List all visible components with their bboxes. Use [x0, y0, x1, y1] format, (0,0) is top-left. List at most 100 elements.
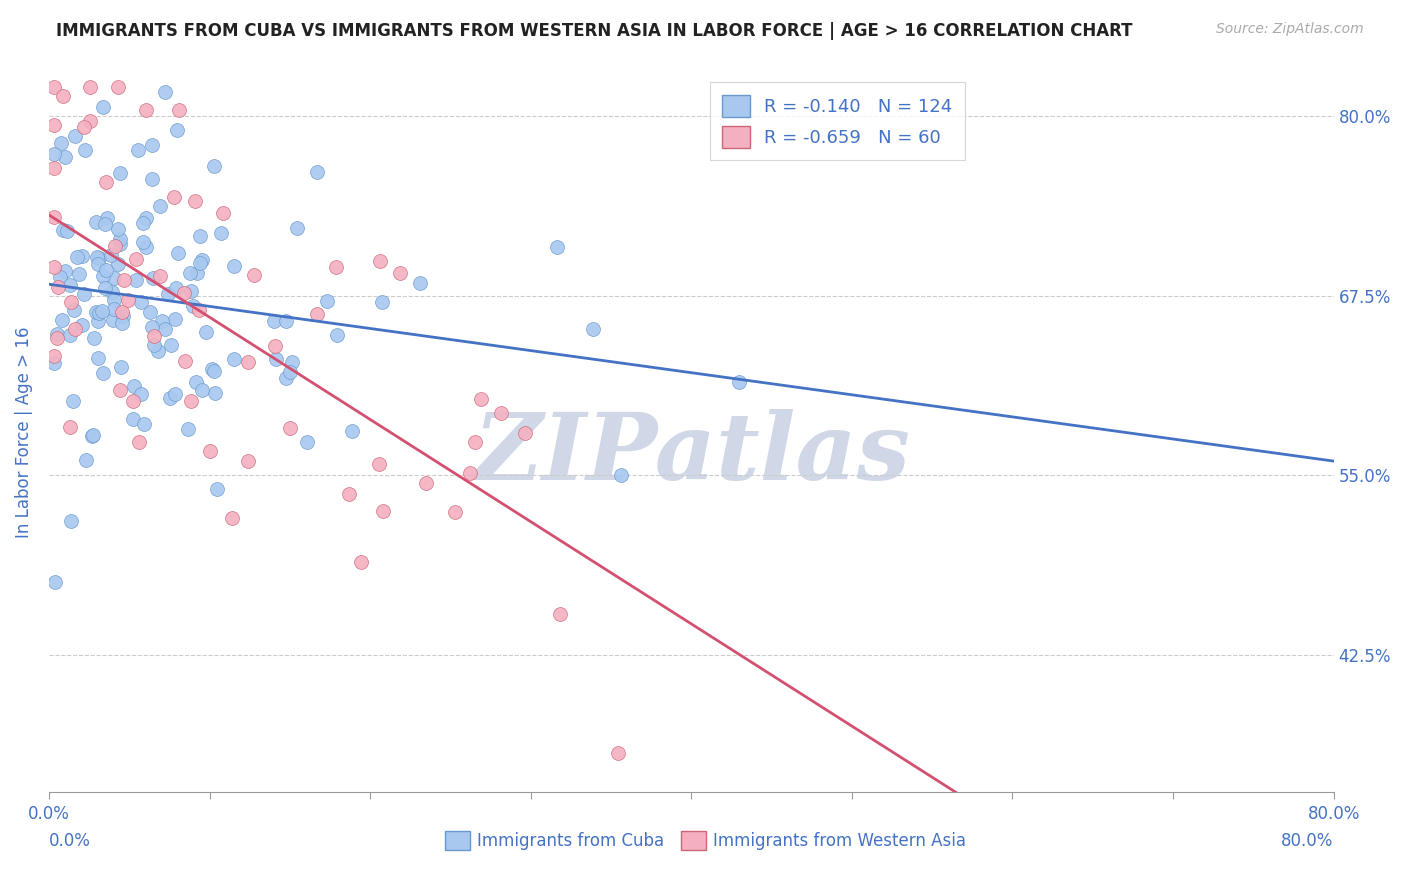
- Point: [63, 129, 86, 144]
- Point: [236, 355, 259, 369]
- Text: 0.0%: 0.0%: [49, 831, 91, 850]
- Point: [87, 313, 110, 327]
- Point: [103, 293, 125, 307]
- Point: [316, 294, 339, 309]
- Point: [209, 226, 232, 240]
- Point: [108, 384, 131, 398]
- Point: [87, 251, 110, 265]
- Point: [73, 287, 96, 301]
- Point: [278, 365, 301, 379]
- Point: [169, 103, 191, 117]
- Point: [278, 421, 301, 435]
- Point: [146, 344, 169, 359]
- Point: [470, 392, 492, 406]
- Point: [42, 260, 65, 274]
- Point: [221, 511, 243, 525]
- Point: [307, 307, 329, 321]
- Text: 80.0%: 80.0%: [1281, 831, 1334, 850]
- Point: [371, 504, 394, 518]
- Point: [67, 267, 90, 281]
- Point: [297, 435, 319, 450]
- Point: [132, 417, 155, 432]
- Point: [367, 457, 389, 471]
- Point: [91, 366, 114, 380]
- Point: [183, 194, 205, 208]
- Point: [44, 574, 66, 589]
- Text: Source: ZipAtlas.com: Source: ZipAtlas.com: [1216, 22, 1364, 37]
- Point: [339, 486, 361, 500]
- Point: [606, 746, 628, 760]
- Point: [125, 252, 148, 266]
- Text: ZIPatlas: ZIPatlas: [472, 409, 910, 499]
- Point: [83, 331, 105, 345]
- Point: [184, 375, 207, 389]
- Point: [305, 165, 328, 179]
- Point: [59, 278, 82, 293]
- Point: [153, 85, 176, 99]
- Point: [110, 305, 132, 319]
- Point: [582, 322, 605, 336]
- Point: [263, 314, 285, 328]
- Point: [112, 273, 135, 287]
- Point: [132, 235, 155, 249]
- Point: [107, 257, 129, 271]
- Point: [103, 271, 125, 285]
- Point: [42, 118, 65, 132]
- Y-axis label: In Labor Force | Age > 16: In Labor Force | Age > 16: [15, 326, 32, 538]
- Point: [108, 236, 131, 251]
- Point: [110, 359, 132, 374]
- Text: IMMIGRANTS FROM CUBA VS IMMIGRANTS FROM WESTERN ASIA IN LABOR FORCE | AGE > 16 C: IMMIGRANTS FROM CUBA VS IMMIGRANTS FROM …: [56, 22, 1133, 40]
- Point: [63, 322, 86, 336]
- Point: [96, 211, 118, 226]
- Point: [186, 267, 208, 281]
- Point: [72, 249, 94, 263]
- Point: [163, 189, 186, 203]
- Point: [125, 273, 148, 287]
- Point: [198, 443, 221, 458]
- Point: [132, 216, 155, 230]
- Point: [264, 352, 287, 367]
- Point: [91, 100, 114, 114]
- Point: [107, 221, 129, 235]
- Point: [190, 383, 212, 397]
- Point: [46, 280, 69, 294]
- Point: [548, 607, 571, 622]
- Point: [52, 89, 75, 103]
- Point: [56, 224, 79, 238]
- Point: [368, 254, 391, 268]
- Point: [121, 394, 143, 409]
- Point: [167, 246, 190, 260]
- Point: [87, 306, 110, 320]
- Point: [62, 394, 84, 409]
- Point: [149, 268, 172, 283]
- Point: [59, 294, 82, 309]
- Point: [104, 239, 127, 253]
- Point: [464, 435, 486, 450]
- Point: [94, 263, 117, 277]
- Point: [191, 253, 214, 268]
- Point: [91, 304, 114, 318]
- Point: [42, 210, 65, 224]
- Point: [135, 103, 157, 118]
- Point: [143, 328, 166, 343]
- Point: [110, 166, 132, 180]
- Point: [546, 240, 568, 254]
- Point: [70, 318, 93, 333]
- Point: [415, 475, 437, 490]
- Point: [103, 301, 125, 316]
- Point: [128, 435, 150, 450]
- Point: [139, 304, 162, 318]
- Point: [141, 172, 163, 186]
- Point: [142, 338, 165, 352]
- Point: [202, 364, 225, 378]
- Point: [86, 250, 108, 264]
- Point: [350, 555, 373, 569]
- Point: [122, 379, 145, 393]
- Point: [173, 286, 195, 301]
- Point: [224, 259, 246, 273]
- Point: [201, 362, 224, 376]
- Point: [82, 428, 104, 442]
- Point: [45, 327, 67, 342]
- Point: [101, 313, 124, 327]
- Point: [205, 482, 228, 496]
